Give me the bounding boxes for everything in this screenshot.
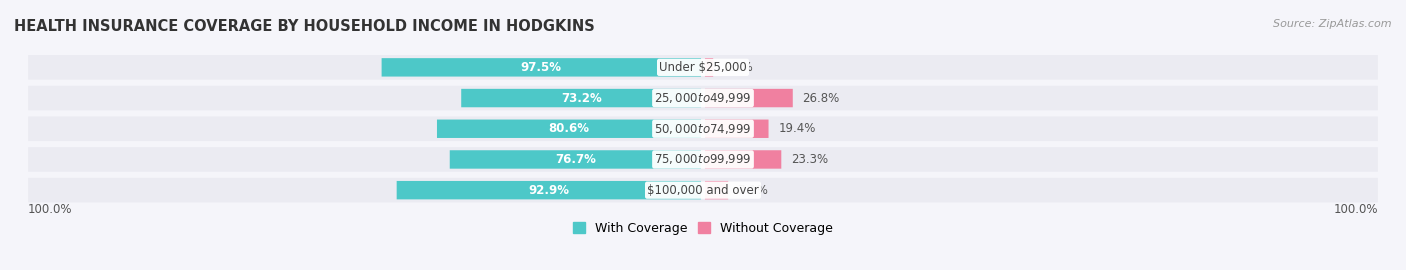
Text: 23.3%: 23.3% bbox=[792, 153, 828, 166]
Text: $75,000 to $99,999: $75,000 to $99,999 bbox=[654, 153, 752, 167]
Text: Under $25,000: Under $25,000 bbox=[659, 61, 747, 74]
FancyBboxPatch shape bbox=[704, 120, 769, 138]
FancyBboxPatch shape bbox=[28, 86, 1378, 110]
Text: HEALTH INSURANCE COVERAGE BY HOUSEHOLD INCOME IN HODGKINS: HEALTH INSURANCE COVERAGE BY HOUSEHOLD I… bbox=[14, 19, 595, 34]
Text: 73.2%: 73.2% bbox=[561, 92, 602, 104]
FancyBboxPatch shape bbox=[704, 58, 713, 77]
FancyBboxPatch shape bbox=[381, 58, 702, 77]
FancyBboxPatch shape bbox=[28, 55, 1378, 80]
FancyBboxPatch shape bbox=[396, 181, 702, 199]
Text: 26.8%: 26.8% bbox=[803, 92, 839, 104]
Text: 92.9%: 92.9% bbox=[529, 184, 569, 197]
FancyBboxPatch shape bbox=[450, 150, 702, 169]
FancyBboxPatch shape bbox=[28, 116, 1378, 141]
Text: Source: ZipAtlas.com: Source: ZipAtlas.com bbox=[1274, 19, 1392, 29]
FancyBboxPatch shape bbox=[437, 120, 702, 138]
FancyBboxPatch shape bbox=[704, 89, 793, 107]
Text: 7.1%: 7.1% bbox=[738, 184, 768, 197]
FancyBboxPatch shape bbox=[461, 89, 702, 107]
FancyBboxPatch shape bbox=[28, 147, 1378, 172]
Text: 100.0%: 100.0% bbox=[28, 203, 73, 216]
Text: $25,000 to $49,999: $25,000 to $49,999 bbox=[654, 91, 752, 105]
Text: 97.5%: 97.5% bbox=[520, 61, 562, 74]
Text: 2.5%: 2.5% bbox=[723, 61, 752, 74]
FancyBboxPatch shape bbox=[704, 150, 782, 169]
Text: 100.0%: 100.0% bbox=[1333, 203, 1378, 216]
Text: 19.4%: 19.4% bbox=[779, 122, 815, 135]
FancyBboxPatch shape bbox=[28, 178, 1378, 202]
Text: $50,000 to $74,999: $50,000 to $74,999 bbox=[654, 122, 752, 136]
FancyBboxPatch shape bbox=[704, 181, 728, 199]
Text: 80.6%: 80.6% bbox=[548, 122, 589, 135]
Text: 76.7%: 76.7% bbox=[555, 153, 596, 166]
Text: $100,000 and over: $100,000 and over bbox=[647, 184, 759, 197]
Legend: With Coverage, Without Coverage: With Coverage, Without Coverage bbox=[568, 217, 838, 240]
